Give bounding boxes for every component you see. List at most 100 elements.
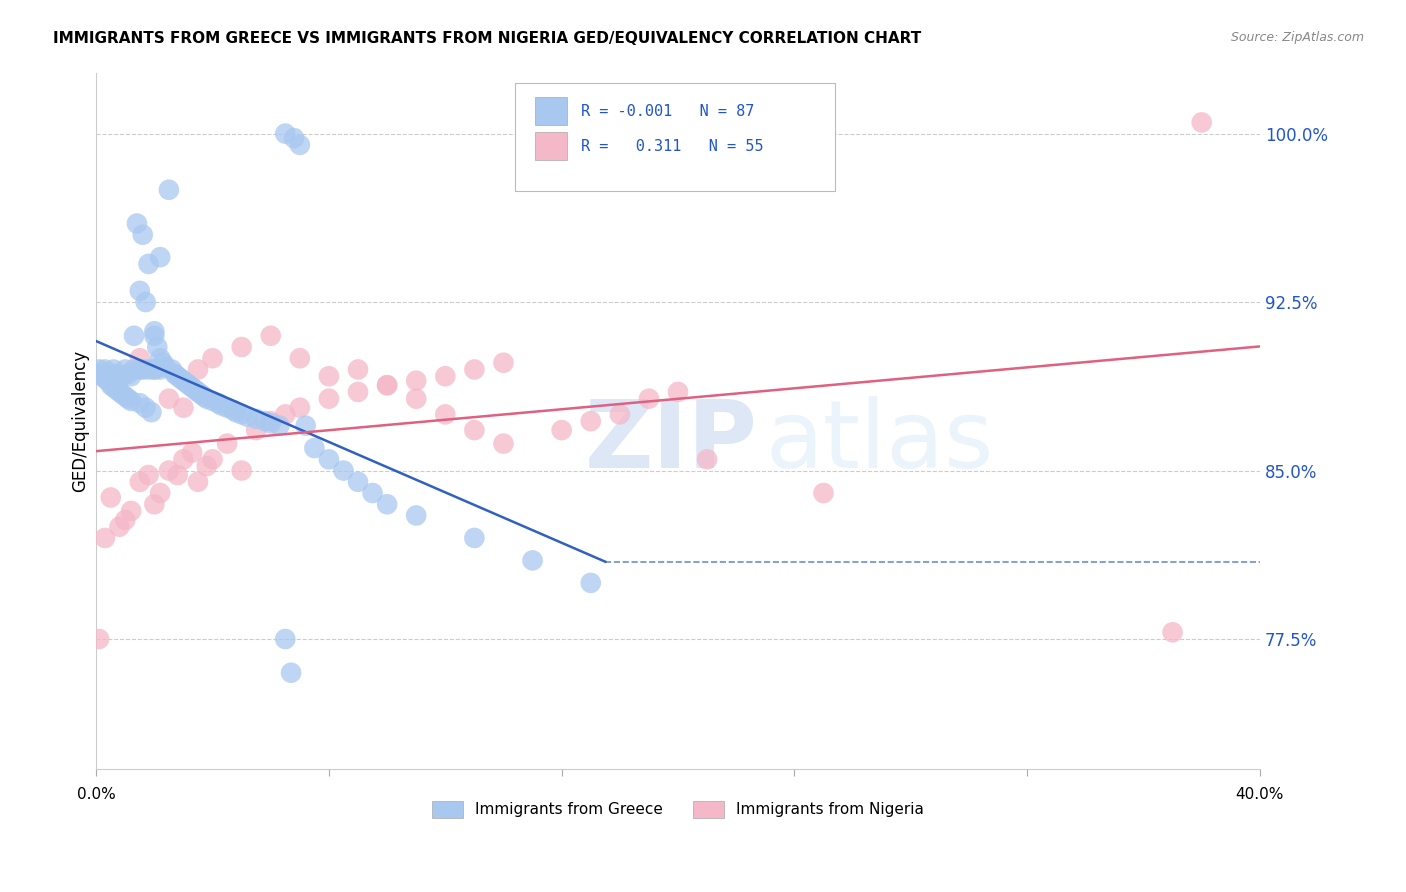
Point (114, 389, 136, 403)
Point (666, 384, 689, 399)
Point (187, 362, 209, 376)
Bar (534, 97, 568, 125)
Point (143, 497, 166, 511)
Point (274, 408, 297, 422)
Point (1191, 115, 1213, 129)
Point (157, 183, 180, 197)
Point (813, 486, 835, 500)
Point (143, 362, 166, 376)
Point (638, 392, 661, 406)
Point (166, 468, 188, 483)
Point (108, 384, 131, 399)
Point (405, 392, 427, 406)
Point (361, 486, 384, 500)
Point (209, 399, 232, 413)
Point (141, 405, 163, 419)
Point (231, 464, 253, 478)
Point (108, 371, 131, 385)
Point (190, 387, 212, 401)
Point (260, 417, 283, 431)
Point (138, 468, 160, 483)
Point (94, 531, 117, 545)
Point (105, 367, 128, 381)
Point (195, 458, 218, 473)
Point (105, 383, 128, 397)
Point (117, 392, 139, 406)
Point (405, 374, 427, 388)
Point (550, 423, 572, 437)
Point (280, 665, 302, 680)
Point (187, 384, 209, 399)
Point (111, 369, 134, 384)
Point (94, 362, 117, 376)
Point (91, 369, 114, 384)
Text: Source: ZipAtlas.com: Source: ZipAtlas.com (1230, 31, 1364, 45)
Point (94, 371, 117, 385)
Point (160, 362, 183, 376)
Point (492, 436, 515, 450)
Point (179, 378, 201, 392)
Point (97, 374, 120, 388)
Point (91, 367, 114, 381)
Point (283, 131, 305, 145)
Point (128, 362, 150, 376)
Point (100, 491, 122, 505)
Point (128, 351, 150, 366)
Point (492, 356, 515, 370)
Point (103, 380, 125, 394)
Point (143, 324, 166, 338)
Point (195, 392, 218, 406)
Point (138, 257, 160, 271)
Point (294, 418, 316, 433)
Point (128, 284, 150, 298)
Bar (534, 132, 568, 160)
Point (87, 362, 110, 376)
Point (347, 475, 370, 489)
Text: R =   0.311   N = 55: R = 0.311 N = 55 (582, 138, 763, 153)
Point (347, 362, 370, 376)
Point (579, 575, 602, 590)
Point (288, 351, 311, 366)
Point (143, 328, 166, 343)
Point (304, 441, 326, 455)
Point (193, 389, 215, 403)
Point (135, 295, 157, 310)
Text: IMMIGRANTS FROM GREECE VS IMMIGRANTS FROM NIGERIA GED/EQUIVALENCY CORRELATION CH: IMMIGRANTS FROM GREECE VS IMMIGRANTS FRO… (53, 31, 922, 46)
Point (236, 409, 259, 424)
Point (155, 360, 177, 375)
Point (169, 371, 191, 385)
Point (172, 401, 194, 415)
Point (149, 362, 172, 376)
Point (217, 436, 239, 450)
Point (149, 486, 172, 500)
Point (318, 392, 340, 406)
Point (253, 414, 276, 428)
Point (332, 464, 354, 478)
Point (231, 408, 253, 422)
Point (1161, 625, 1184, 640)
Point (163, 367, 186, 381)
Point (201, 393, 224, 408)
Text: R = -0.001   N = 87: R = -0.001 N = 87 (582, 103, 755, 119)
Point (217, 401, 239, 415)
Point (120, 504, 142, 518)
Point (347, 384, 370, 399)
Point (375, 378, 398, 392)
Point (149, 250, 172, 264)
Point (225, 405, 247, 419)
Point (120, 393, 142, 408)
Point (207, 396, 229, 410)
Point (132, 227, 155, 242)
Point (245, 423, 267, 437)
Point (122, 362, 145, 376)
Point (181, 380, 204, 394)
Point (201, 452, 224, 467)
Point (103, 362, 125, 376)
Point (181, 445, 204, 459)
Text: ZIP: ZIP (585, 396, 758, 488)
Point (114, 362, 136, 376)
Point (222, 403, 245, 417)
Point (100, 369, 122, 384)
Point (138, 362, 160, 376)
Point (434, 369, 457, 384)
